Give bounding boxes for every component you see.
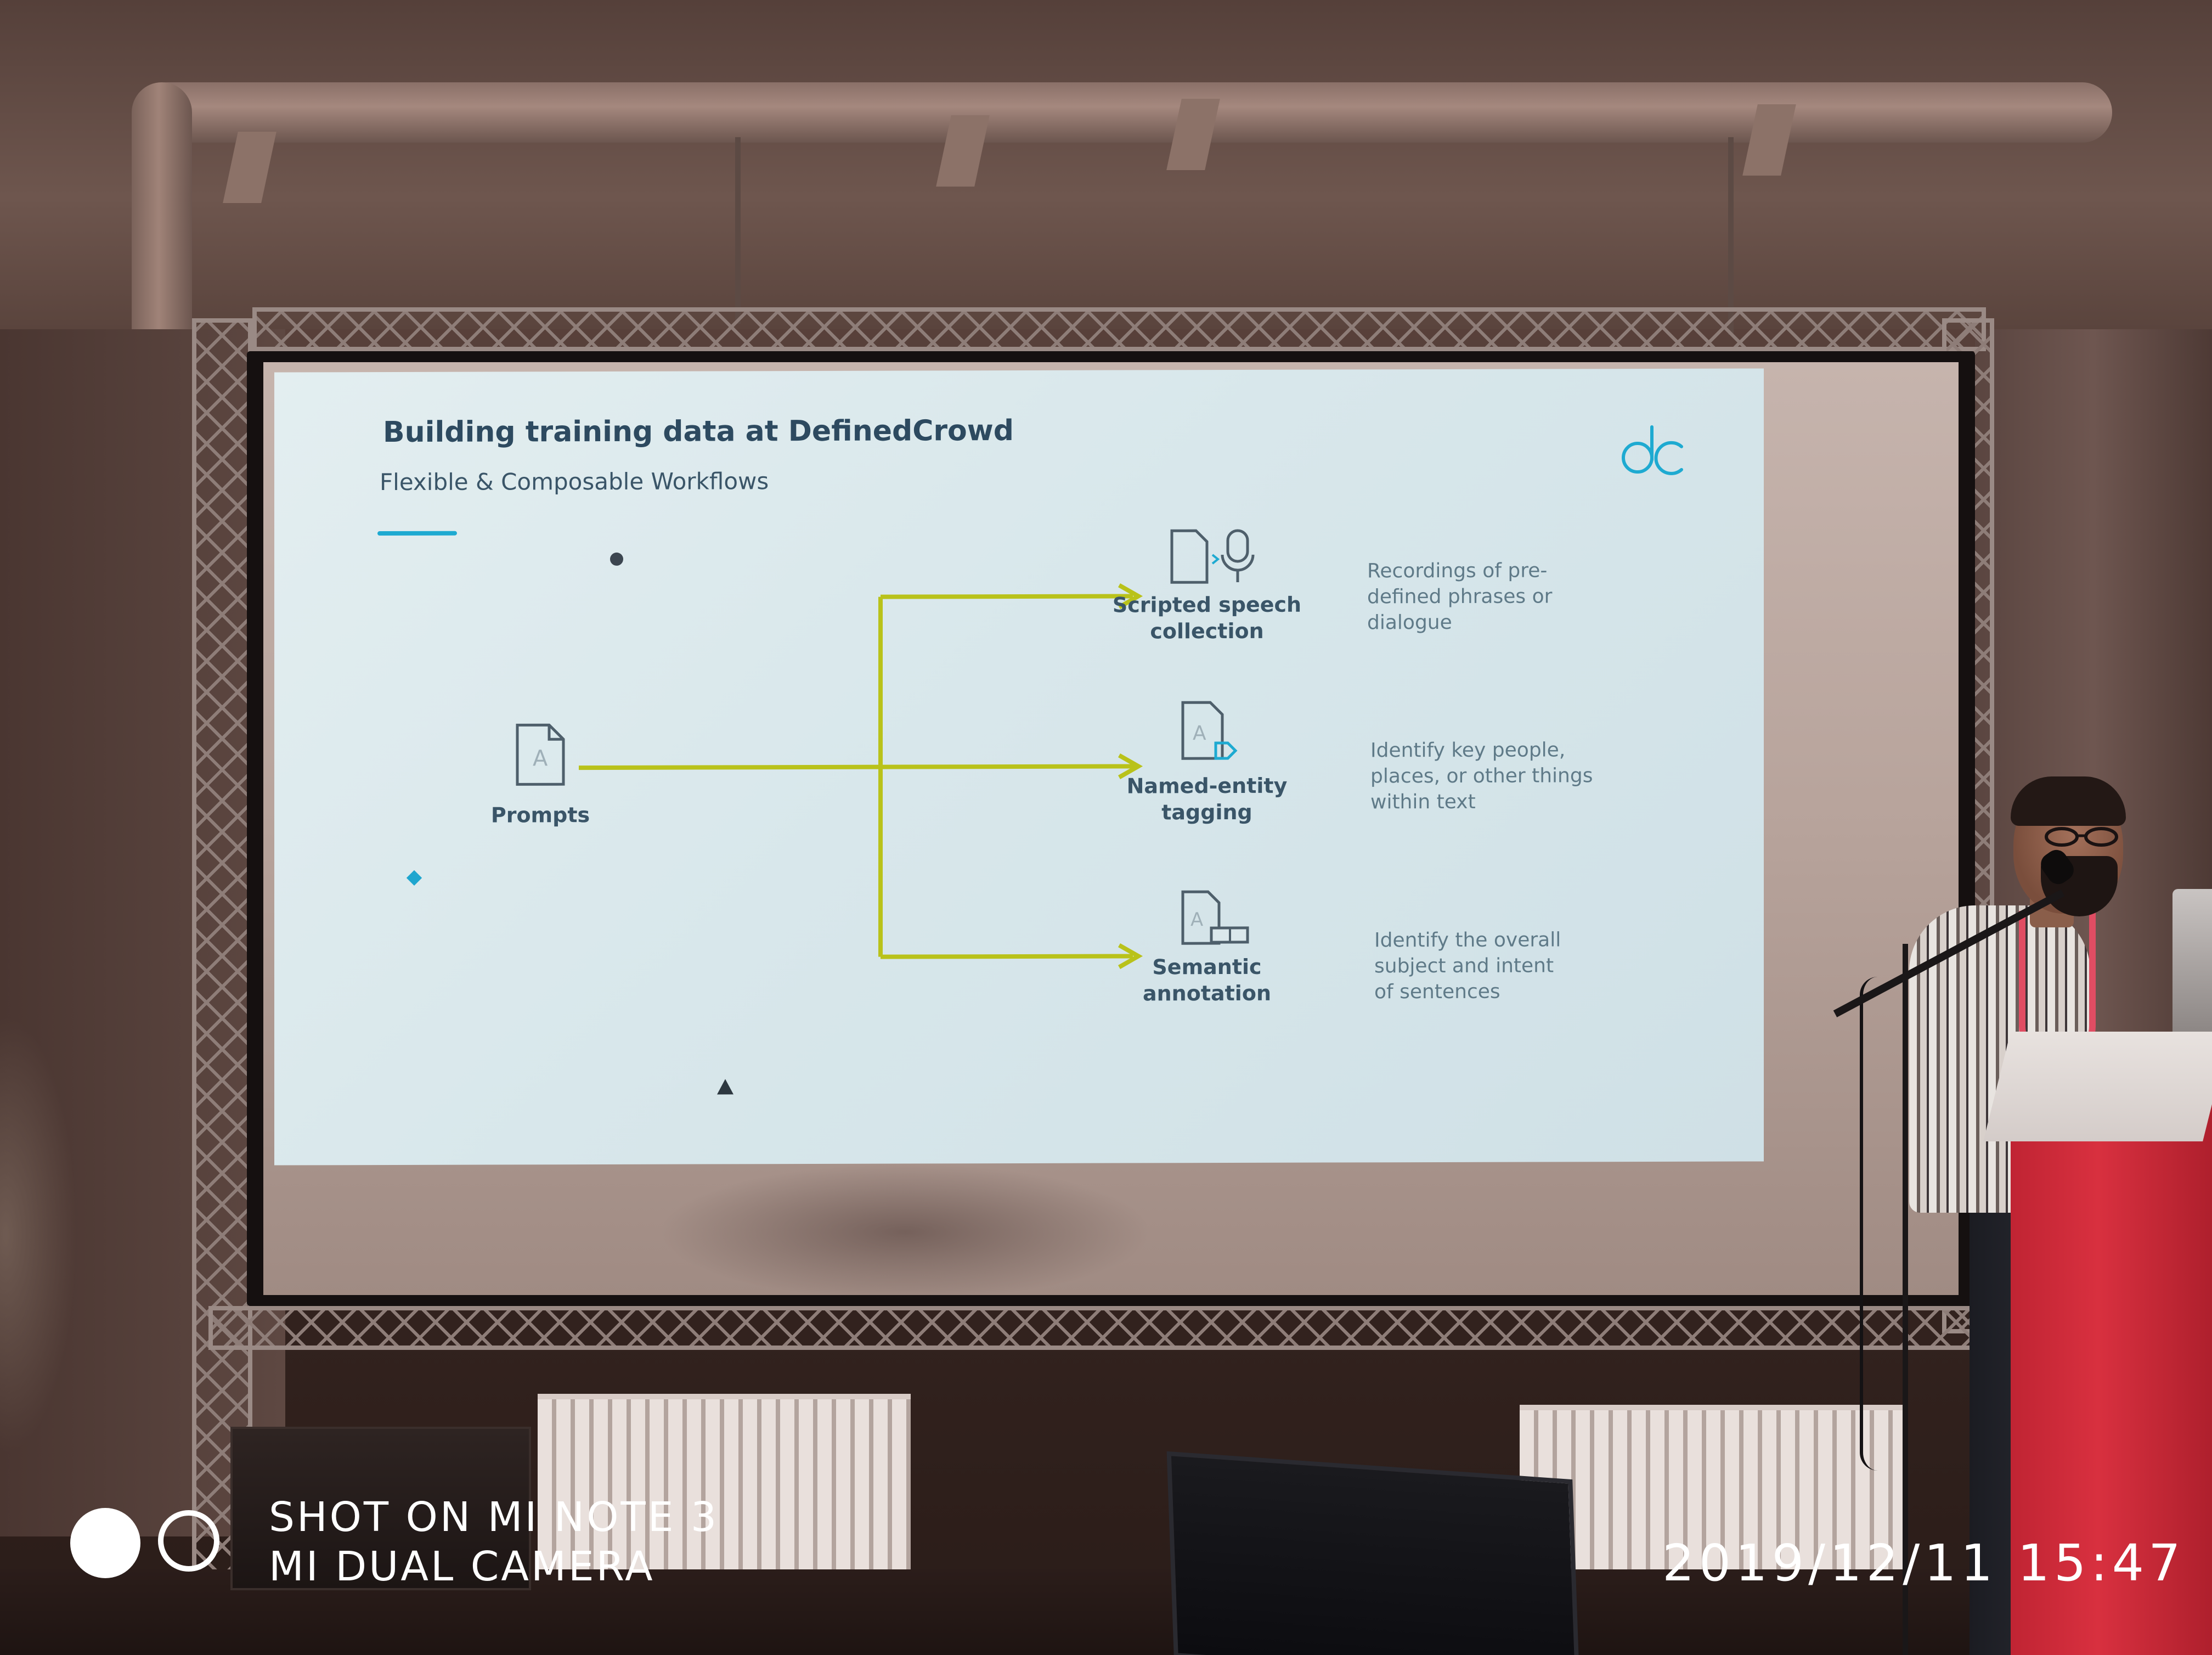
- document-label-icon: A: [1181, 890, 1249, 945]
- dc-logo-icon: [1622, 425, 1683, 475]
- microphone-cable: [1860, 977, 1896, 1471]
- radiator: [538, 1394, 911, 1580]
- camera-lens-filled: [70, 1508, 140, 1578]
- arrowhead-1: [1118, 583, 1143, 609]
- connector-lines: [579, 583, 1143, 969]
- watermark-line-1: SHOT ON MI NOTE 3: [269, 1494, 719, 1541]
- svg-text:A: A: [1190, 909, 1203, 931]
- ceiling-pipe: [137, 82, 2112, 143]
- ceiling: [0, 0, 2212, 329]
- arrowhead-3: [1118, 943, 1143, 969]
- document-icon: A: [516, 723, 565, 786]
- projected-slide: Building training data at DefinedCrowd F…: [274, 368, 1764, 1166]
- workflow-label-named-entity: Named-entity tagging: [1126, 773, 1288, 824]
- arrowhead-2: [1118, 753, 1143, 779]
- photo-timestamp: 2019/12/11 15:47: [1662, 1534, 2185, 1592]
- radiator: [1520, 1405, 1904, 1575]
- connector-source: [579, 764, 1136, 770]
- camera-lens-ring: [158, 1510, 219, 1572]
- speaker-glasses: [2045, 827, 2118, 847]
- hanging-rod: [735, 137, 741, 324]
- hanging-rod: [1728, 137, 1734, 335]
- lectern-top: [1983, 1032, 2212, 1141]
- source-label-prompts: Prompts: [490, 803, 590, 828]
- truss-top: [252, 307, 1986, 351]
- stage-monitor: [1166, 1451, 1580, 1655]
- workflow-desc-named-entity: Identify key people, places, or other th…: [1370, 739, 1593, 813]
- speaker-hair: [2011, 776, 2126, 826]
- workflow-label-scripted-speech: Scripted speech collection: [1112, 592, 1302, 643]
- document-microphone-icon: [1170, 529, 1255, 584]
- stage-equipment-case: [230, 1427, 531, 1590]
- document-tag-icon: A: [1181, 701, 1238, 760]
- watermark-line-2: MI DUAL CAMERA: [269, 1543, 655, 1590]
- laptop: [2172, 889, 2212, 1032]
- truss-bottom: [208, 1306, 1997, 1350]
- workflow-diagram: [579, 583, 1143, 969]
- workflow-desc-scripted-speech: Recordings of pre- defined phrases or di…: [1367, 559, 1553, 634]
- screen-shadow: [658, 1163, 1152, 1301]
- svg-text:A: A: [1193, 722, 1206, 745]
- workflow-desc-semantic: Identify the overall subject and intent …: [1374, 928, 1561, 1003]
- workflow-label-semantic: Semantic annotation: [1142, 954, 1271, 1005]
- svg-text:A: A: [533, 746, 548, 771]
- vertical-pipe: [132, 82, 192, 368]
- microphone-stand: [1903, 944, 1908, 1655]
